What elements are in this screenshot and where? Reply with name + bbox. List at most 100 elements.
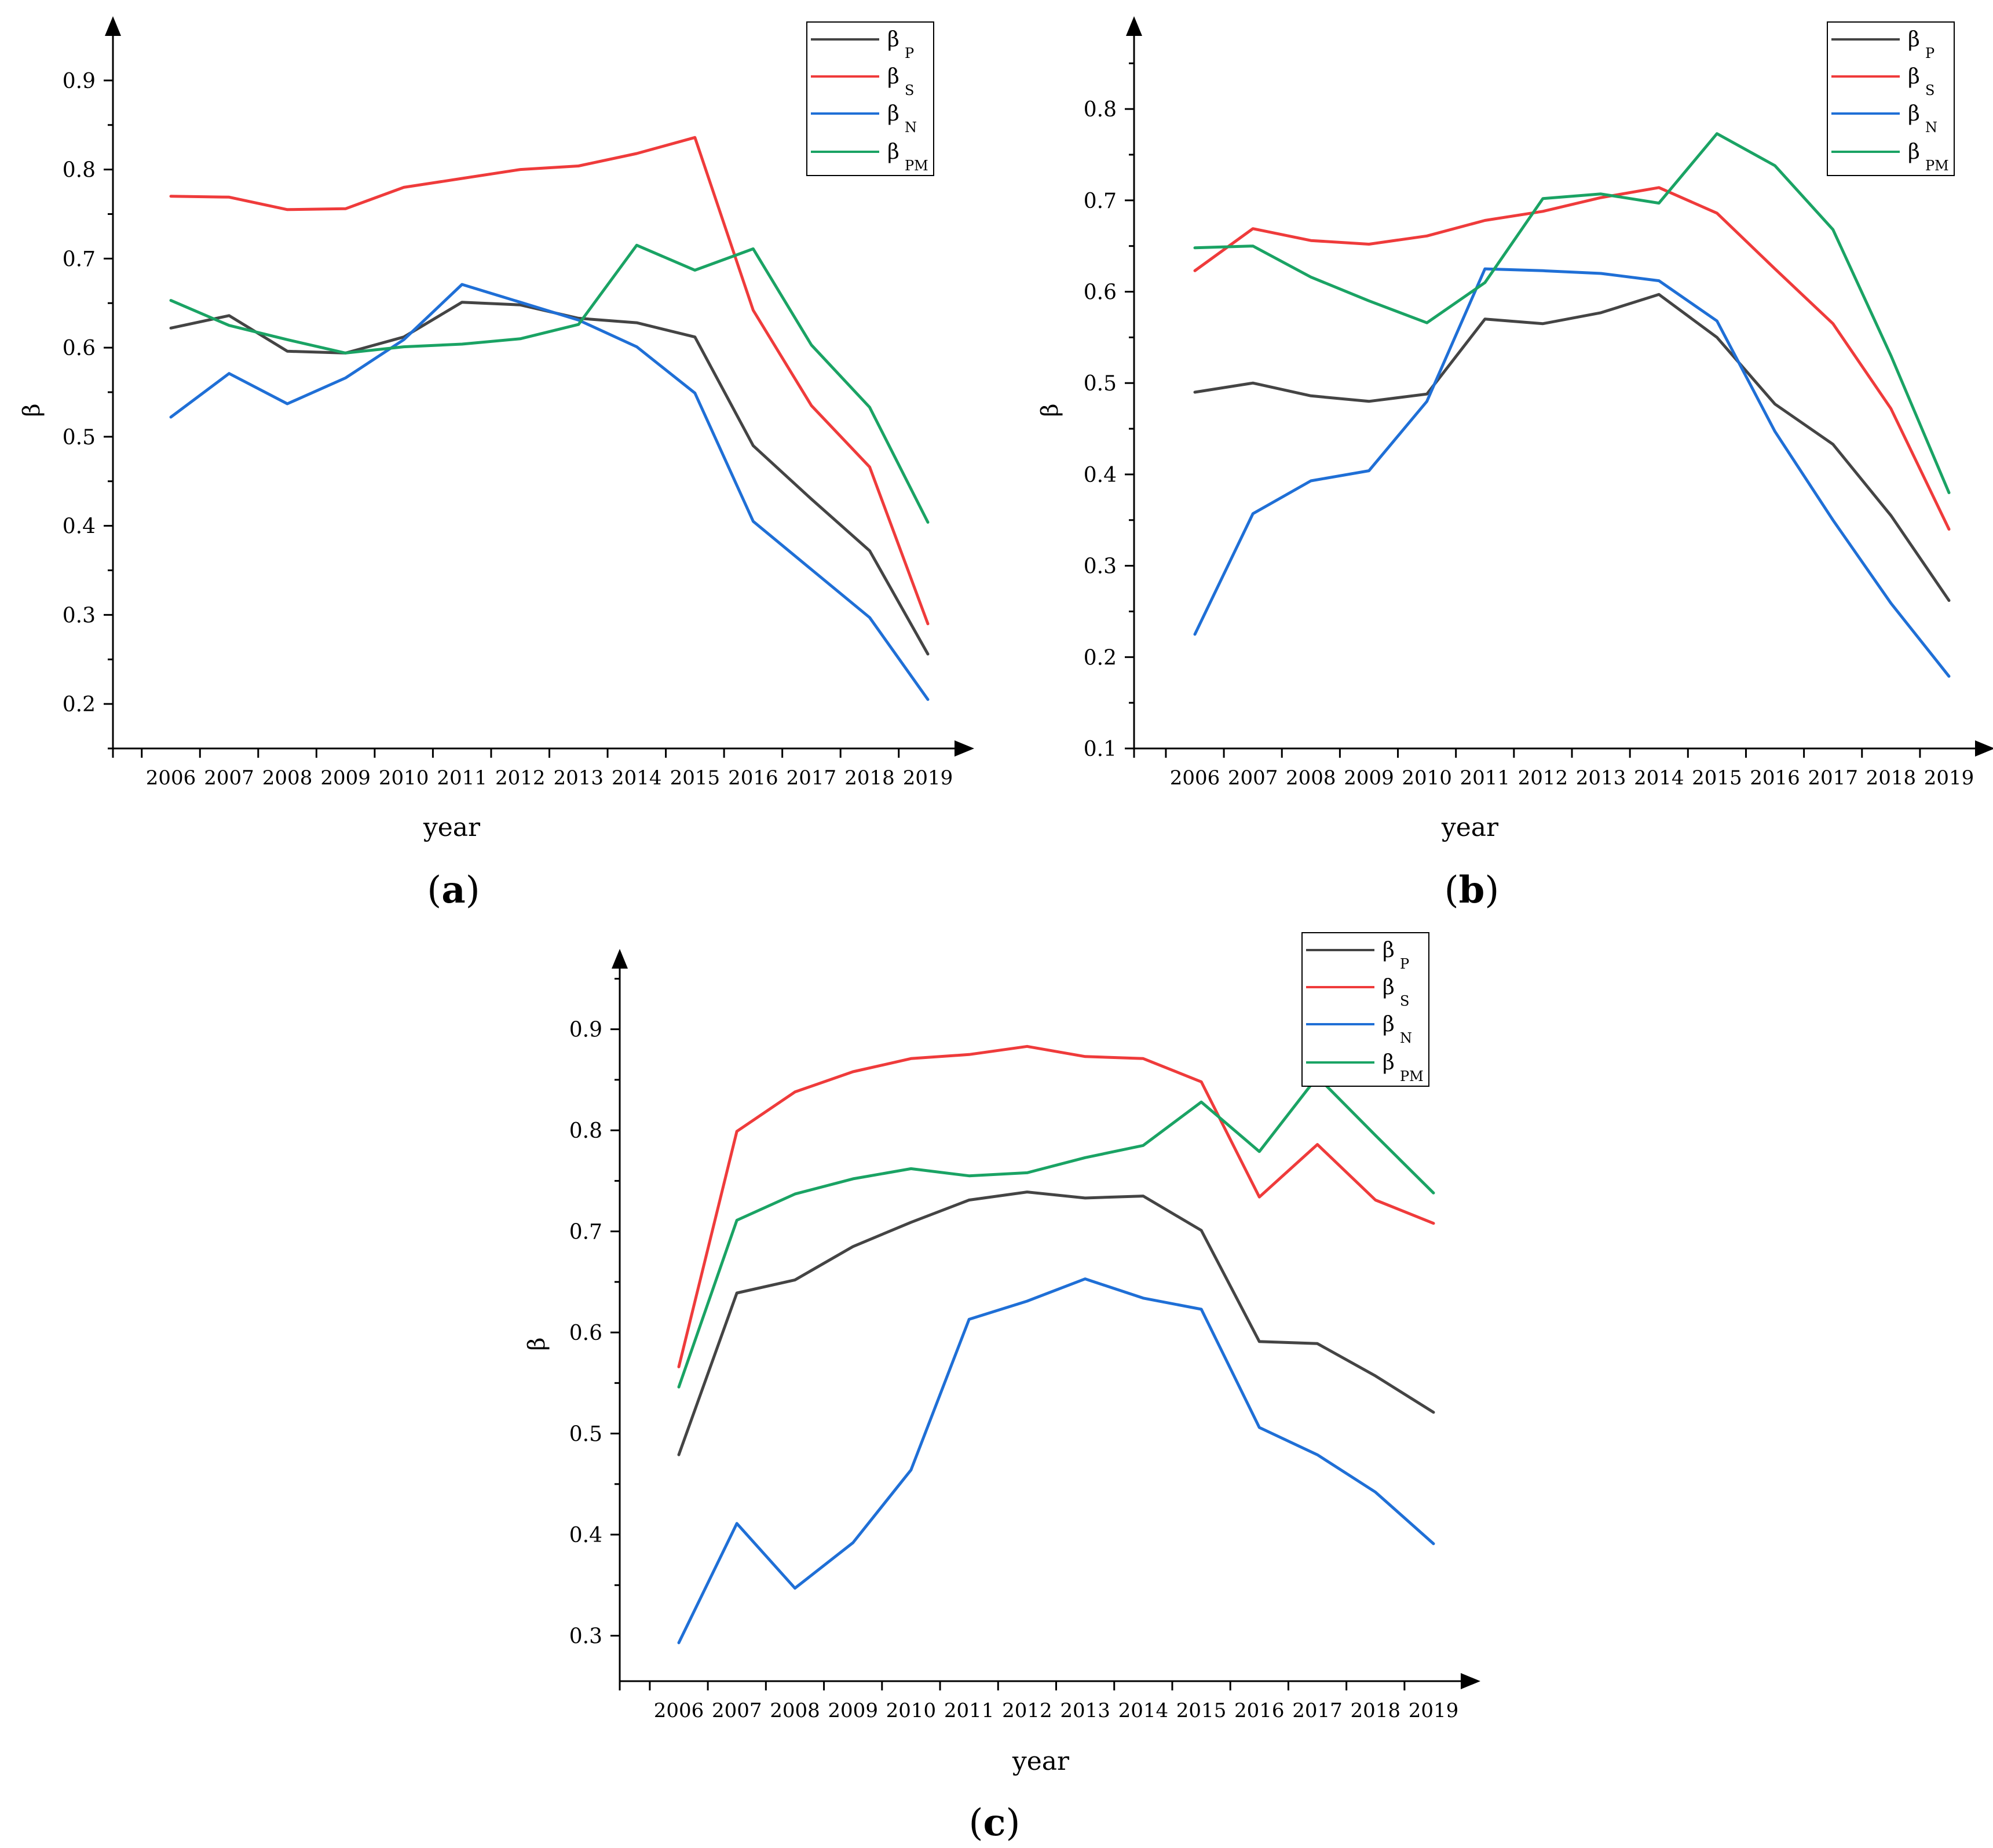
x-tick-label: 2011	[437, 766, 487, 790]
panel-label-b: (b)	[1445, 868, 1500, 912]
y-tick-label: 0.5	[63, 426, 96, 450]
x-axis-arrow-icon	[955, 740, 974, 757]
x-axis-label: year	[1441, 813, 1499, 842]
y-axis-label: β	[19, 403, 45, 417]
x-tick-label: 2014	[1634, 766, 1684, 790]
x-tick-label: 2012	[1002, 1699, 1052, 1722]
x-tick-label: 2013	[1576, 766, 1626, 790]
legend: β P β S β N β PM	[1301, 932, 1429, 1087]
x-tick-label: 2016	[728, 766, 778, 790]
y-tick-label: 0.2	[1084, 646, 1117, 670]
legend-symbol-n: β	[1908, 102, 1920, 126]
y-tick-label: 0.1	[1084, 737, 1117, 761]
y-tick-label: 0.2	[63, 693, 96, 717]
legend-symbol-pm: β	[1908, 140, 1920, 164]
legend-sub-n: N	[1400, 1030, 1412, 1046]
series-line-pm	[677, 1075, 1435, 1389]
legend-sub-pm: PM	[1400, 1068, 1424, 1084]
x-tick-label: 2019	[1924, 766, 1974, 790]
series-line-n	[1193, 267, 1951, 678]
x-tick-label: 2017	[1292, 1699, 1343, 1722]
x-tick-label: 2011	[1460, 766, 1511, 790]
y-tick-label: 0.5	[1084, 372, 1117, 396]
x-tick-label: 2006	[654, 1699, 704, 1722]
y-tick-label: 0.8	[1084, 98, 1117, 122]
x-tick-label: 2013	[554, 766, 604, 790]
x-tick-label: 2009	[828, 1699, 878, 1722]
legend-sub-n: N	[1925, 119, 1937, 136]
x-tick-label: 2015	[1692, 766, 1742, 790]
legend-symbol-s: β	[887, 65, 899, 89]
chart-panel-b: 0.1 0.2 0.3 0.4 0.5 0.6 0.7 0.8 2006 2007 2008 2009…	[1037, 16, 1993, 912]
x-tick-label: 2007	[1228, 766, 1278, 790]
series-line-pm	[169, 243, 930, 524]
x-axis-arrow-icon	[1461, 1673, 1480, 1689]
y-tick-label: 0.6	[63, 337, 96, 360]
chart-panel-a: 0.2 0.3 0.4 0.5 0.6 0.7 0.8 0.9 2006 2007 2008 2009…	[19, 16, 974, 912]
legend-entry-s: β S	[1831, 65, 1935, 98]
y-tick-label: 0.6	[569, 1321, 602, 1345]
x-tick-label: 2012	[495, 766, 546, 790]
x-tick-label: 2019	[903, 766, 953, 790]
y-tick-label: 0.8	[569, 1119, 602, 1143]
x-tick-label: 2006	[146, 766, 196, 790]
y-tick-label: 0.4	[63, 515, 96, 539]
x-tick-label: 2018	[844, 766, 895, 790]
y-tick-label: 0.3	[1084, 555, 1117, 579]
y-tick-label: 0.7	[569, 1221, 602, 1244]
legend-entry-s: β S	[811, 65, 914, 98]
x-tick-label: 2007	[204, 766, 254, 790]
legend-entry-n: β N	[811, 102, 917, 136]
legend-entry-p: β P	[1306, 938, 1409, 972]
y-tick-label: 0.7	[63, 247, 96, 271]
x-tick-label: 2010	[379, 766, 429, 790]
legend-box	[1301, 932, 1429, 1087]
legend-symbol-n: β	[887, 102, 899, 126]
series-line-p	[169, 301, 930, 656]
chart-panel-c: 0.3 0.4 0.5 0.6 0.7 0.8 0.9 2006 2007 2008 2009 201…	[524, 932, 1480, 1845]
legend-symbol-p: β	[887, 28, 899, 52]
x-tick-label: 2009	[1344, 766, 1394, 790]
y-tick-label: 0.8	[63, 159, 96, 182]
y-axis-arrow-icon	[1126, 16, 1142, 36]
legend-box	[806, 21, 934, 176]
series-line-n	[169, 283, 930, 701]
legend-entry-p: β P	[811, 28, 914, 61]
legend-sub-p: P	[1400, 956, 1409, 972]
y-tick-label: 0.3	[63, 604, 96, 627]
legend-symbol-n: β	[1383, 1013, 1395, 1036]
series-line-pm	[1193, 132, 1951, 494]
x-tick-label: 2014	[612, 766, 662, 790]
x-tick-label: 2017	[787, 766, 837, 790]
y-axis-label: β	[524, 1337, 550, 1350]
x-tick-label: 2018	[1866, 766, 1917, 790]
x-tick-label: 2015	[670, 766, 721, 790]
legend-entry-n: β N	[1831, 102, 1937, 136]
legend-sub-pm: PM	[1925, 158, 1949, 174]
panel-label-a: (a)	[427, 868, 480, 912]
x-tick-label: 2011	[944, 1699, 994, 1722]
x-tick-label: 2010	[1402, 766, 1452, 790]
legend-symbol-pm: β	[887, 140, 899, 164]
legend-sub-s: S	[1400, 993, 1409, 1009]
y-tick-label: 0.5	[569, 1423, 602, 1447]
legend-entry-p: β P	[1831, 28, 1935, 61]
x-tick-label: 2018	[1351, 1699, 1401, 1722]
legend-entry-pm: β PM	[1831, 140, 1949, 174]
y-tick-label: 0.4	[569, 1524, 602, 1547]
legend-symbol-s: β	[1383, 976, 1395, 999]
series-line-s	[169, 136, 930, 626]
y-axis-arrow-icon	[612, 949, 628, 969]
x-axis-label: year	[1012, 1747, 1070, 1776]
svg-text:(c): (c)	[969, 1801, 1021, 1845]
legend-sub-p: P	[905, 45, 914, 61]
legend-sub-n: N	[905, 119, 917, 136]
series-line-s	[677, 1044, 1435, 1368]
legend-sub-pm: PM	[905, 158, 928, 174]
legend-symbol-s: β	[1908, 65, 1920, 89]
y-tick-label: 0.9	[63, 70, 96, 93]
legend-box	[1827, 21, 1955, 176]
x-tick-label: 2008	[262, 766, 313, 790]
legend-symbol-p: β	[1383, 938, 1395, 962]
